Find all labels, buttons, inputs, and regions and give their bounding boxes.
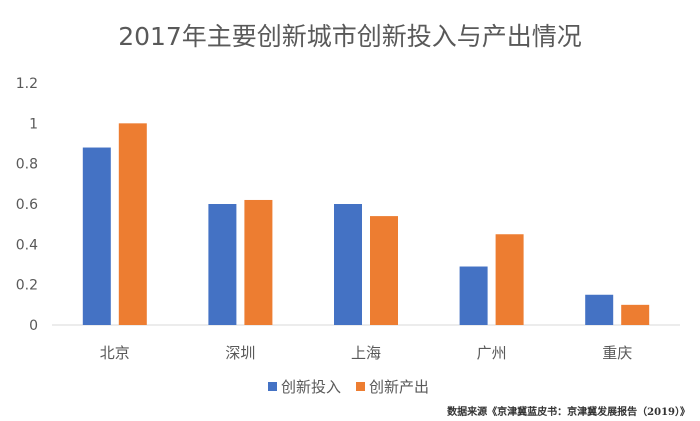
bar-output-0	[118, 123, 147, 325]
legend-swatch-output	[356, 382, 365, 391]
category-labels: 北京 深圳 上海 广州 重庆	[100, 344, 632, 362]
chart-title: 2017年主要创新城市创新投入与产出情况	[118, 22, 582, 51]
bars	[82, 123, 650, 325]
bar-input-4	[585, 294, 614, 325]
y-tick-label: 0.4	[16, 237, 38, 253]
bar-output-3	[495, 234, 524, 325]
x-category-label: 广州	[477, 344, 507, 362]
x-category-label: 北京	[100, 344, 130, 362]
bar-input-3	[459, 266, 488, 325]
legend: 创新投入 创新产出	[268, 378, 429, 396]
bar-input-2	[334, 204, 362, 325]
x-category-label: 重庆	[602, 344, 632, 362]
bar-input-0	[82, 147, 111, 325]
bar-output-4	[621, 304, 650, 325]
x-category-label: 上海	[351, 344, 381, 362]
y-tick-label: 1	[29, 116, 38, 132]
bar-output-2	[370, 216, 398, 325]
y-tick-label: 0.8	[16, 157, 38, 173]
y-axis-ticks: 0 0.2 0.4 0.6 0.8 1 1.2	[16, 76, 38, 334]
bar-input-1	[208, 204, 237, 325]
legend-swatch-input	[268, 382, 277, 391]
legend-label: 创新产出	[369, 378, 429, 396]
legend-label: 创新投入	[281, 378, 341, 396]
bar-output-1	[244, 199, 273, 325]
y-tick-label: 0	[29, 318, 38, 334]
x-category-label: 深圳	[225, 344, 255, 362]
y-tick-label: 1.2	[16, 76, 38, 92]
source-note: 数据来源《京津冀蓝皮书：京津冀发展报告（2019）》	[447, 405, 690, 418]
y-tick-label: 0.6	[16, 197, 38, 213]
y-tick-label: 0.2	[16, 278, 38, 294]
